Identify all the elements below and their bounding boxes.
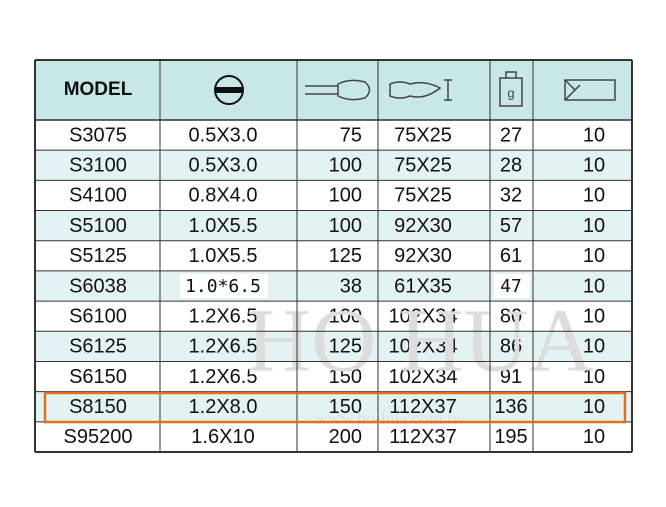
cell: 100	[329, 305, 362, 327]
box-icon	[564, 79, 616, 101]
cell: 200	[329, 426, 362, 448]
cell: 112X37	[389, 426, 456, 448]
cell: 10	[583, 155, 605, 177]
cell: 1.0X5.5	[189, 215, 258, 237]
cell: 10	[583, 275, 605, 297]
cell: 75X25	[394, 124, 452, 146]
cell: S5100	[69, 215, 127, 237]
header-model: MODEL	[64, 79, 133, 100]
cell: 10	[583, 185, 605, 207]
cell: 136	[494, 396, 527, 418]
cell: 1.2X6.5	[189, 305, 258, 327]
cell: S6125	[69, 336, 127, 358]
cell: 150	[329, 366, 362, 388]
cell: 32	[500, 185, 522, 207]
cell: S8150	[69, 396, 127, 418]
cell: 125	[329, 336, 362, 358]
cell-patch	[494, 273, 530, 299]
cell: S6038	[69, 275, 127, 297]
cell: S6150	[69, 366, 127, 388]
cell: 10	[583, 396, 605, 418]
blade-icon	[214, 75, 244, 105]
cell: 150	[329, 396, 362, 418]
cell: S5125	[69, 245, 127, 267]
cell: S3100	[69, 155, 127, 177]
cell: S6100	[69, 305, 127, 327]
cell: 75X25	[394, 155, 452, 177]
cell: 1.0X5.5	[189, 245, 258, 267]
cell: 1.2X6.5	[189, 336, 258, 358]
cell: 92X30	[394, 245, 452, 267]
cell: 0.5X3.0	[189, 155, 258, 177]
cell: 28	[500, 155, 522, 177]
cell: 102X34	[389, 366, 458, 388]
cell: 92X30	[394, 215, 452, 237]
cell: 10	[583, 305, 605, 327]
weight-icon: g	[499, 71, 523, 107]
cell: 57	[500, 215, 522, 237]
cell: 1.0*6.5	[185, 276, 261, 297]
cell: 100	[329, 185, 362, 207]
cell: 47	[500, 276, 522, 297]
svg-text:g: g	[507, 85, 514, 100]
cell: 61	[500, 245, 522, 267]
cell: 102X34	[389, 336, 458, 358]
cell: 38	[340, 275, 362, 297]
cell: 1.2X8.0	[189, 396, 258, 418]
cell: 75X25	[394, 185, 452, 207]
cell: 125	[329, 245, 362, 267]
cell: 0.8X4.0	[189, 185, 258, 207]
cell: 10	[583, 366, 605, 388]
cell: 100	[329, 215, 362, 237]
cell: 80	[500, 305, 522, 327]
cell: 61X35	[394, 275, 452, 297]
cell: 1.2X6.5	[189, 366, 258, 388]
cell: 102X34	[389, 305, 458, 327]
handle-icon	[389, 79, 452, 101]
cell: S4100	[69, 185, 127, 207]
cell: 10	[583, 426, 605, 448]
cell: 112X37	[389, 396, 456, 418]
cell-patch	[180, 273, 268, 299]
highlight-box	[43, 391, 627, 424]
cell: 27	[500, 124, 522, 146]
cell: 195	[494, 426, 527, 448]
cell: S95200	[64, 426, 133, 448]
cell: 10	[583, 215, 605, 237]
screwdriver-icon	[305, 79, 371, 101]
cell: 75	[340, 124, 362, 146]
watermark-brand: HO HUA	[246, 292, 593, 391]
cell: 91	[500, 366, 522, 388]
cell: 100	[329, 155, 362, 177]
cell: 10	[583, 336, 605, 358]
cell: 0.5X3.0	[189, 124, 258, 146]
cell: 10	[583, 245, 605, 267]
cell: 1.6X10	[191, 426, 254, 448]
cell: 10	[583, 124, 605, 146]
watermark-url: www.ho-hua.com.tw	[315, 408, 465, 428]
cell: S3075	[69, 124, 127, 146]
cell: 86	[500, 336, 522, 358]
